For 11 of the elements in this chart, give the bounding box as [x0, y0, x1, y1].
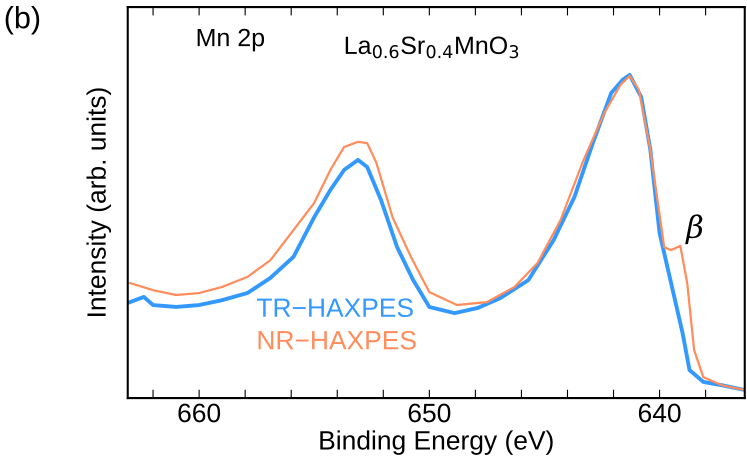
text: (b): [6, 6, 40, 35]
text: La$_{0.6}$Sr$_{0.4}$MnO$_{3}$: [346, 36, 518, 58]
x-tick-label: 650: [408, 404, 450, 422]
text: Mn 2p: [198, 28, 264, 52]
series-label: TR−HAXPES: [256, 298, 413, 318]
y-axis-title: Intensity (arb. units): [86, 88, 112, 316]
annotation: β: [685, 214, 702, 244]
x-axis-title: Binding Energy (eV): [320, 430, 553, 455]
series-label: NR−HAXPES: [258, 330, 416, 350]
x-tick-label: 640: [638, 404, 681, 422]
x-tick-label: 660: [178, 404, 220, 422]
